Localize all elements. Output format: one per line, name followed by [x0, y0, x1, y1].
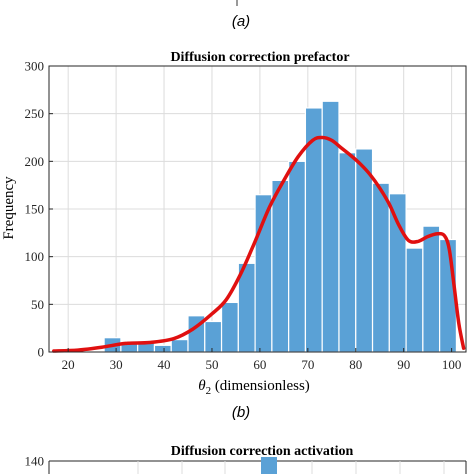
y-tick-label: 300: [25, 59, 45, 74]
x-tick-label: 100: [442, 357, 462, 372]
activation-bar: [261, 457, 277, 474]
x-axis-symbol: θ: [198, 378, 206, 394]
histogram-bar: [170, 339, 189, 353]
x-tick-label: 30: [110, 357, 123, 372]
density-curve: [52, 135, 466, 353]
x-tick-label: 50: [205, 357, 218, 372]
x-tick-labels: 20 30 40 50 60 70 80 90 100: [62, 357, 462, 372]
histogram-bar: [153, 344, 172, 353]
histogram-bar: [338, 152, 357, 353]
histogram-bar: [288, 160, 307, 353]
x-tick-label: 80: [349, 357, 362, 372]
histogram-bars: [103, 100, 458, 353]
x-tick-label: 40: [158, 357, 171, 372]
panel-label-b: (b): [232, 404, 250, 421]
x-tick-label: 90: [397, 357, 410, 372]
y-tick-label: 0: [38, 345, 45, 360]
x-axis-label: θ2 (dimensionless): [198, 378, 310, 397]
y-tick-label: 100: [25, 249, 45, 264]
histogram-bar: [204, 320, 223, 353]
histogram-bar: [271, 179, 290, 353]
y-tick-label: 200: [25, 154, 45, 169]
activation-chart: 140: [25, 454, 467, 474]
histogram-bar: [388, 193, 407, 353]
y-tick-label: 150: [25, 202, 45, 217]
chart-title: Diffusion correction prefactor: [170, 50, 349, 65]
histogram-bar: [422, 225, 441, 353]
x-tick-label: 60: [253, 357, 266, 372]
activation-y-tick-label: 140: [25, 454, 45, 469]
x-tick-label: 70: [301, 357, 314, 372]
axis-ticks: [49, 65, 453, 353]
y-tick-label: 250: [25, 106, 45, 121]
x-axis-subscript: 2: [206, 385, 212, 397]
y-tick-labels: 0 50 100 150 200 250 300: [25, 59, 45, 360]
x-axis-unit: (dimensionless): [211, 378, 310, 394]
histogram-bar: [405, 247, 424, 353]
y-tick-label: 50: [31, 297, 44, 312]
x-tick-label: 20: [62, 357, 75, 372]
panel-label-a: (a): [232, 13, 250, 30]
histogram-bar: [355, 148, 374, 353]
y-axis-label: Frequency: [1, 176, 17, 240]
chart-title-activation: Diffusion correction activation: [171, 444, 354, 459]
histogram-bar: [220, 301, 239, 353]
histogram-bar: [371, 182, 390, 353]
